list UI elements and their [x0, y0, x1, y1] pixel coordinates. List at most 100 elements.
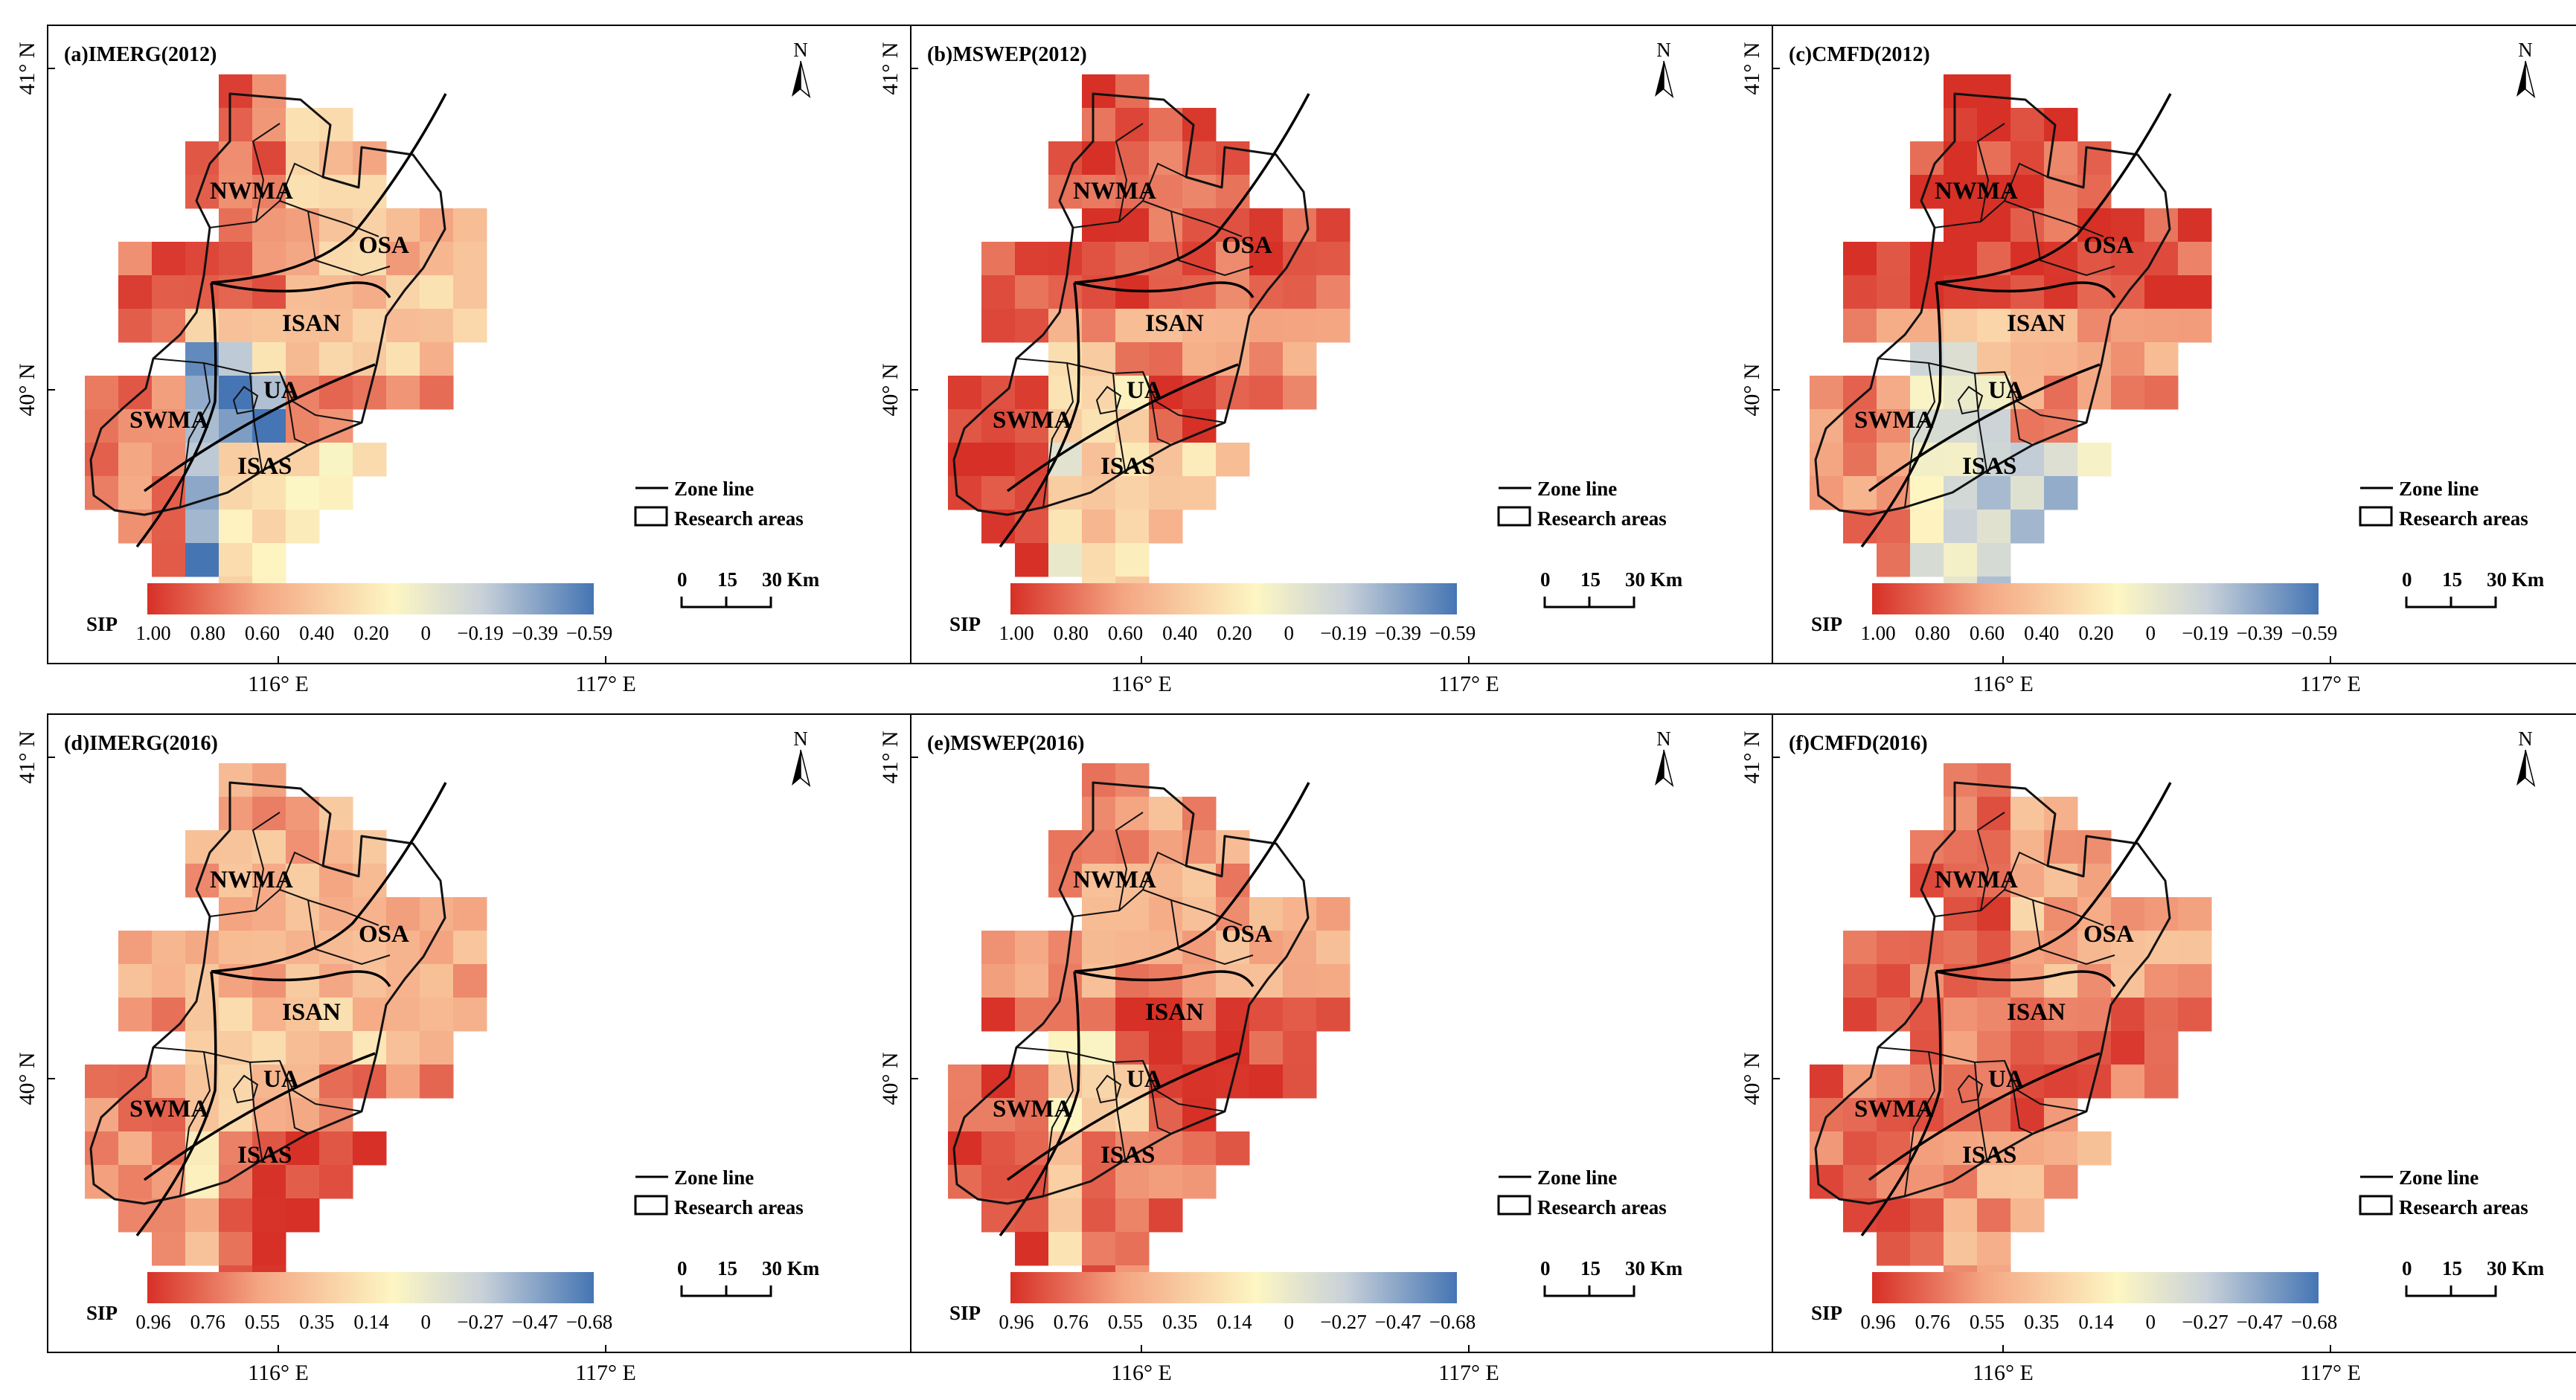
- sip-cell: [1048, 1198, 1083, 1233]
- sip-cell: [1216, 964, 1250, 998]
- sip-cell: [2144, 376, 2179, 410]
- sip-cell: [1877, 1065, 1911, 1099]
- sip-cell: [2077, 141, 2112, 176]
- sip-cell: [453, 964, 487, 998]
- sip-cell: [1316, 275, 1351, 309]
- sip-cell: [2011, 864, 2045, 898]
- lat-label-41: 41° N: [1740, 42, 1764, 94]
- sip-cell: [1877, 964, 1911, 998]
- colorbar-tick: 0.55: [245, 1311, 280, 1333]
- sip-cell: [353, 830, 387, 864]
- sip-cell: [1115, 797, 1150, 831]
- sip-cell: [118, 309, 153, 343]
- sip-cell: [319, 1031, 353, 1065]
- sip-cell: [1977, 543, 2011, 577]
- sip-cell: [1048, 543, 1083, 577]
- colorbar-label: SIP: [1811, 613, 1842, 635]
- sip-cell: [1115, 1232, 1150, 1266]
- sip-cell: [420, 1065, 454, 1099]
- sip-cell: [286, 1198, 320, 1233]
- district-boundary: [1976, 123, 2005, 222]
- sip-cell: [2111, 897, 2145, 931]
- colorbar-gradient: [1872, 583, 2319, 614]
- sip-cell: [1977, 998, 2011, 1032]
- sip-cell: [1149, 108, 1183, 142]
- sip-cell: [1082, 1065, 1116, 1099]
- sip-cell: [319, 1165, 353, 1199]
- sip-cell: [1877, 510, 1911, 544]
- sip-cell: [353, 964, 387, 998]
- sip-cell: [219, 543, 253, 577]
- sip-cell: [420, 376, 454, 410]
- region-label-isan: ISAN: [1145, 310, 1204, 337]
- sip-cell: [1149, 1031, 1183, 1065]
- sip-cell: [252, 763, 286, 797]
- sip-cell: [1216, 443, 1250, 477]
- sip-cell: [420, 309, 454, 343]
- sip-cell: [1316, 964, 1351, 998]
- sip-cell: [1944, 543, 1978, 577]
- district-boundary: [1976, 812, 2005, 911]
- region-label-osa: OSA: [359, 232, 409, 259]
- colorbar-tick: 0: [2146, 622, 2156, 644]
- sip-cell: [2144, 309, 2179, 343]
- sip-cell: [152, 1065, 186, 1099]
- sip-cell: [1944, 763, 1978, 797]
- scale-label: 15: [2442, 568, 2462, 591]
- sip-cell: [1048, 175, 1083, 209]
- region-label-osa: OSA: [2083, 921, 2134, 948]
- lon-label-116: 116° E: [1973, 672, 2034, 696]
- map-legend: Zone line Research areas: [2359, 1166, 2528, 1218]
- north-label: N: [1656, 39, 1671, 61]
- sip-cell: [1115, 543, 1150, 577]
- sip-cell: [1877, 242, 1911, 276]
- lon-label-117: 117° E: [1438, 1361, 1499, 1385]
- panel-title: (e)MSWEP(2016): [927, 732, 1085, 755]
- sip-cell: [1015, 275, 1049, 309]
- north-arrow-icon: N: [1655, 728, 1674, 788]
- sip-cell: [185, 864, 220, 898]
- sip-cell: [981, 1165, 1016, 1199]
- zone-line: [1074, 93, 1310, 284]
- sip-cell: [981, 1131, 1016, 1166]
- scale-bar: 0 15 30 Km: [1540, 568, 1683, 609]
- sip-cell: [1082, 74, 1116, 109]
- region-label-isas: ISAS: [237, 453, 292, 480]
- sip-cell: [219, 1198, 253, 1233]
- sip-cell: [2144, 242, 2179, 276]
- region-label-ua: UA: [263, 1066, 299, 1093]
- sip-cell: [252, 864, 286, 898]
- district-boundary: [2004, 162, 2048, 202]
- sip-cell: [1249, 342, 1284, 376]
- sip-cell: [2011, 376, 2045, 410]
- sip-cell: [1843, 1098, 1877, 1132]
- sip-map: NWMA OSA ISAN UA SWMA ISAS: [948, 763, 1351, 1284]
- sip-cell: [185, 510, 220, 544]
- sip-cell: [1944, 108, 1978, 142]
- colorbar-tick: 0.55: [1970, 1311, 2005, 1333]
- sip-cell: [1944, 1131, 1978, 1166]
- sip-cell: [2077, 830, 2112, 864]
- district-boundary: [1170, 211, 1254, 277]
- colorbar-tick: −0.47: [2237, 1311, 2283, 1333]
- lat-label-41: 41° N: [15, 42, 39, 94]
- sip-cell: [1115, 1031, 1150, 1065]
- sip-cell: [2178, 309, 2212, 343]
- colorbar-tick: −0.39: [512, 622, 558, 644]
- sip-cell: [1877, 443, 1911, 477]
- panel-title: (c)CMFD(2012): [1789, 43, 1930, 66]
- colorbar-tick: −0.59: [566, 622, 612, 644]
- axis-labels: 116° E 117° E 41° N 40° N: [1740, 730, 2361, 1385]
- colorbar-tick: −0.27: [2182, 1311, 2228, 1333]
- sip-cell: [2111, 342, 2145, 376]
- sip-cell: [1843, 275, 1877, 309]
- region-label-swma: SWMA: [1854, 1096, 1934, 1123]
- district-boundary: [1957, 1074, 1984, 1104]
- sip-cell: [2044, 108, 2078, 142]
- scale-bar: 0 15 30 Km: [2402, 1257, 2545, 1297]
- sip-cell: [1115, 342, 1150, 376]
- sip-cell: [319, 797, 353, 831]
- zone-line: [1935, 970, 2116, 987]
- sip-cell: [1249, 897, 1284, 931]
- sip-cell: [185, 931, 220, 965]
